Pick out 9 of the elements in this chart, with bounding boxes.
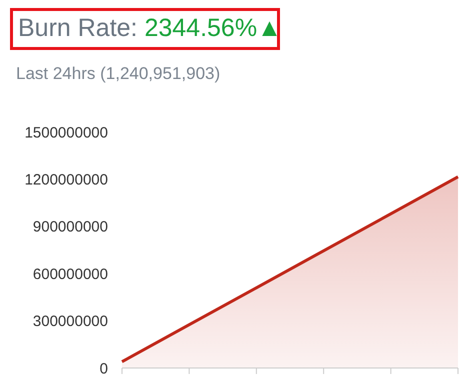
y-tick-label: 1200000000 — [24, 172, 108, 189]
y-tick-label: 600000000 — [32, 266, 108, 283]
y-tick-label: 300000000 — [32, 313, 108, 330]
chart-title: Burn Rate: — [18, 14, 139, 42]
text: 2344.56%▲ — [144, 14, 282, 42]
y-tick-label: 0 — [100, 360, 108, 378]
chart-subtitle: Last 24hrs (1,240,951,903) — [16, 64, 220, 84]
y-tick-label: 900000000 — [32, 218, 108, 236]
y-tick-label: 1500000000 — [24, 124, 108, 142]
